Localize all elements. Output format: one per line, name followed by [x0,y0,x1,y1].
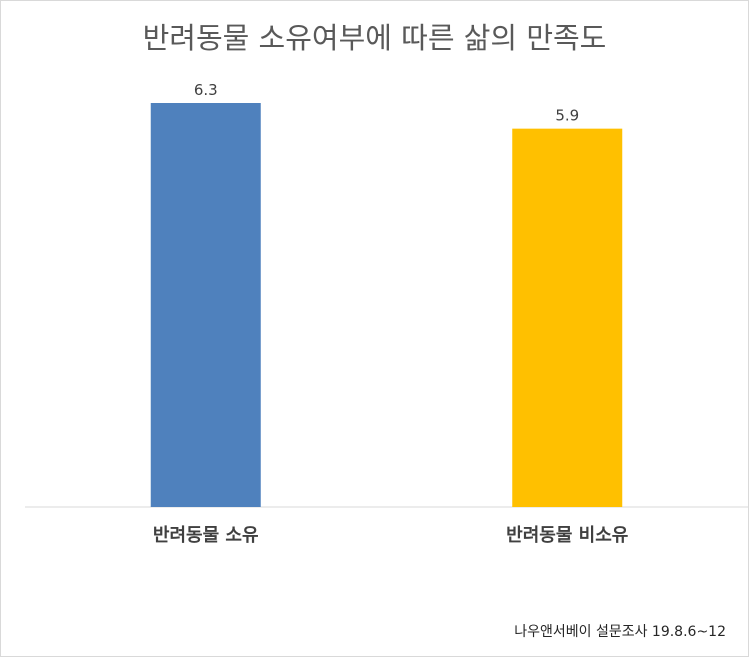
data-label-2: 5.9 [555,107,579,125]
bar-2 [512,128,623,507]
bar-1 [150,103,261,507]
source-note: 나우앤서베이 설문조사 19.8.6~12 [514,624,726,640]
category-label-2: 반려동물 비소유 [506,525,628,546]
data-label-1: 6.3 [194,81,218,99]
chart-title: 반려동물 소유여부에 따른 삶의 만족도 [142,21,607,55]
category-label-1: 반려동물 소유 [153,525,259,546]
